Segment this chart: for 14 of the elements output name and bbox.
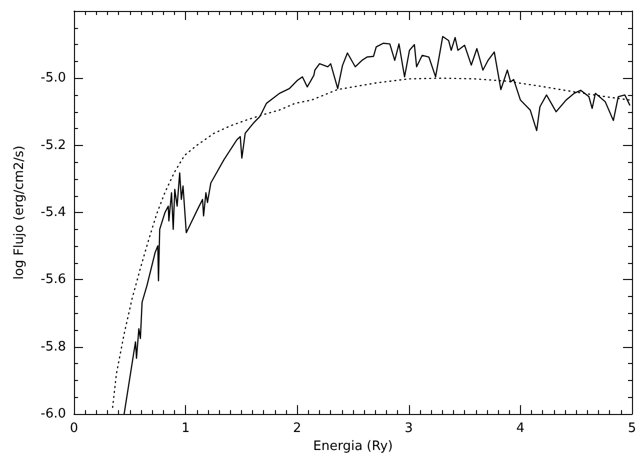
x-tick-label: 4 xyxy=(516,421,525,436)
x-tick-label: 1 xyxy=(181,421,190,436)
y-tick-label: -5.4 xyxy=(40,205,66,220)
y-tick-label: -5.8 xyxy=(40,339,66,354)
x-tick-label: 3 xyxy=(404,421,413,436)
y-tick-label: -6.0 xyxy=(40,406,66,422)
x-tick-label: 5 xyxy=(628,421,636,436)
x-axis-title: Energia (Ry) xyxy=(313,439,393,454)
y-tick-label: -5.6 xyxy=(40,272,66,288)
y-tick-label: -5.0 xyxy=(40,70,66,86)
y-axis-title: log Flujo (erg/cm2/s) xyxy=(12,145,27,280)
y-tick-label: -5.2 xyxy=(40,138,66,153)
x-tick-label: 2 xyxy=(293,421,302,436)
x-tick-label: 0 xyxy=(70,421,78,436)
